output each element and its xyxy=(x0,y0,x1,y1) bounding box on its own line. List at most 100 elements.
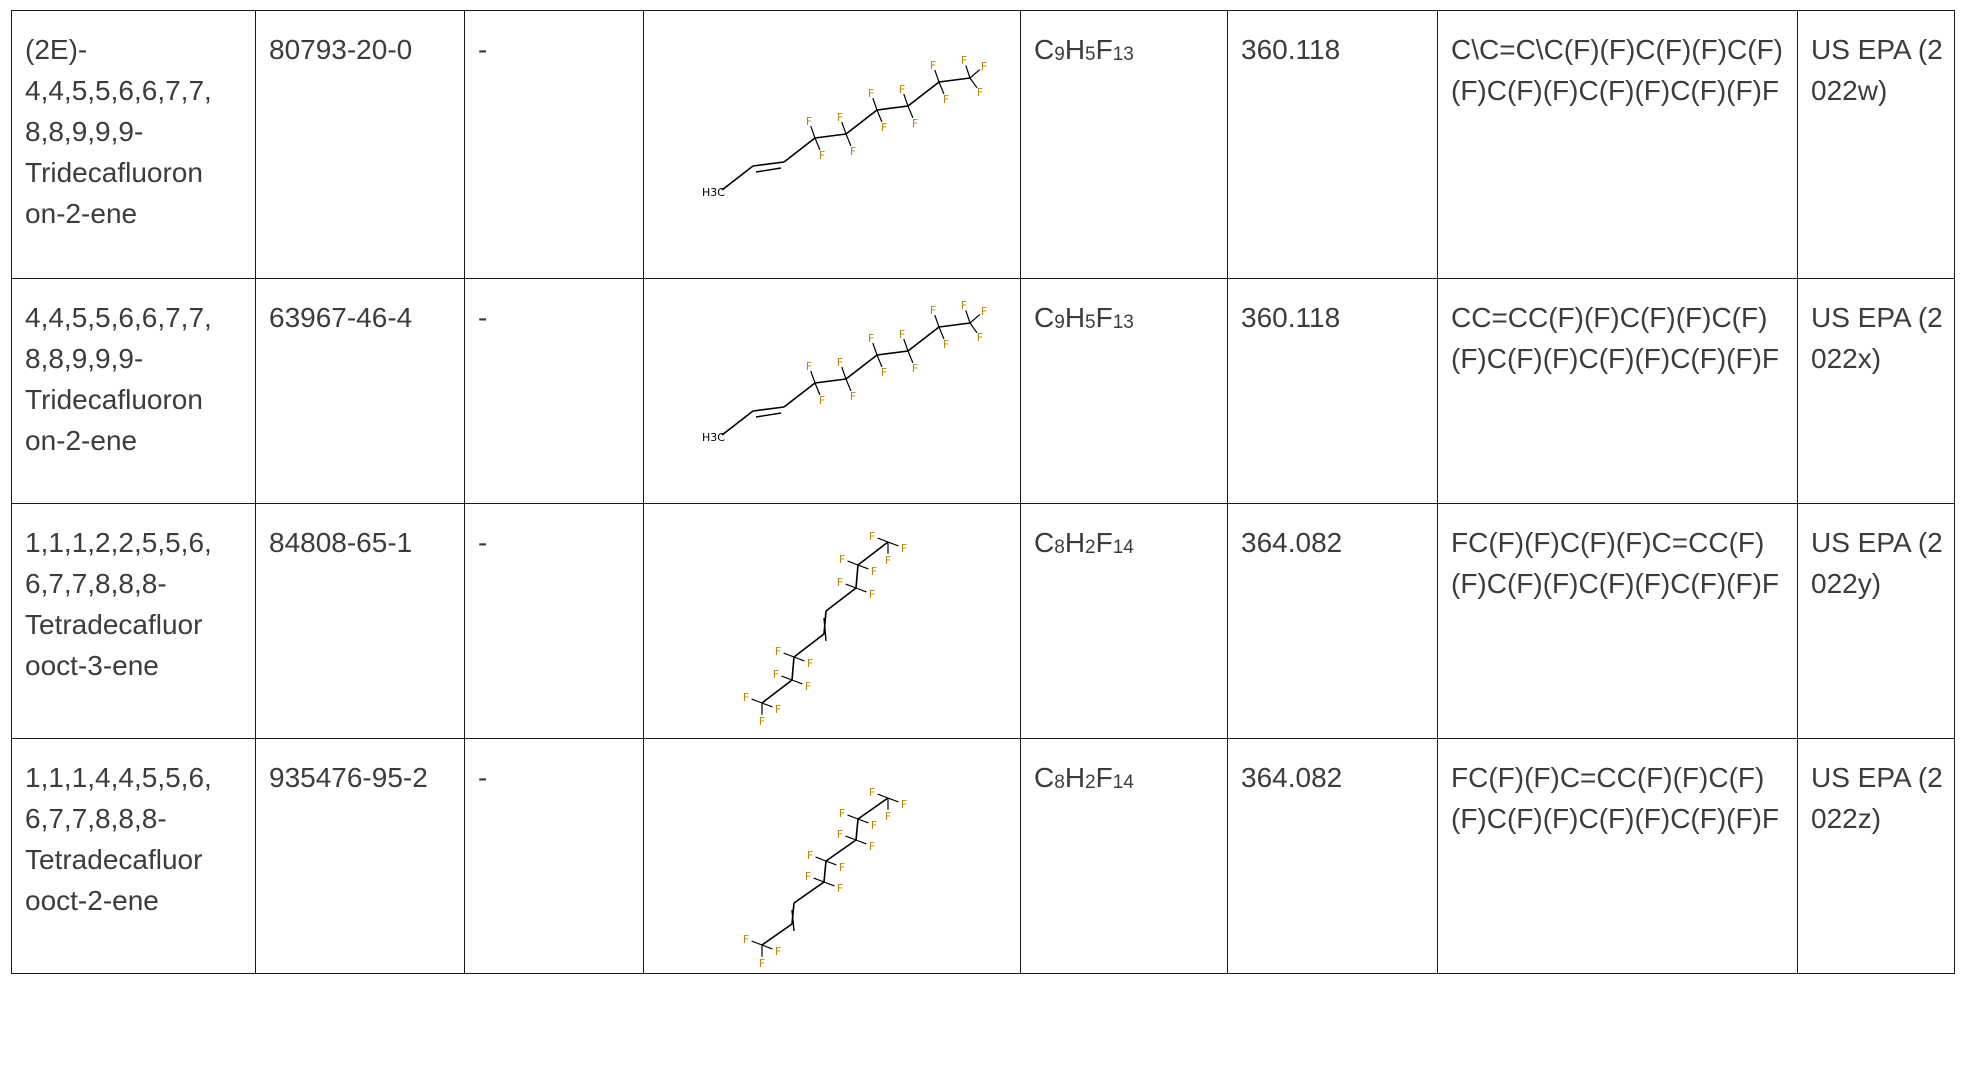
bond xyxy=(752,160,785,167)
chemical-name-line: 1,1,1,4,4,5,5,6, xyxy=(25,762,212,793)
molecular-weight-cell: 364.082 xyxy=(1227,503,1438,739)
chemical-name-line: (2E)- xyxy=(25,34,88,65)
formula-subscript: 8 xyxy=(1054,772,1065,793)
bond xyxy=(791,656,795,680)
fluorine-atom-label: F xyxy=(837,111,843,124)
bond xyxy=(845,835,857,841)
structure-cell: F F F F F F F F F F F F F H3C xyxy=(643,10,1021,279)
bond xyxy=(876,354,883,367)
fluorine-atom-label: F xyxy=(837,356,843,369)
bond xyxy=(814,132,847,139)
formula-element: C xyxy=(1034,34,1055,65)
bond xyxy=(877,537,889,543)
source-cell: US EPA (2022x) xyxy=(1797,278,1955,504)
bond xyxy=(845,583,857,589)
bond xyxy=(845,133,852,146)
bond xyxy=(814,377,847,384)
bond xyxy=(825,859,837,865)
fluorine-atom-label: F xyxy=(881,121,887,134)
formula-cell: C8H2F14 xyxy=(1020,738,1228,974)
fluorine-atom-label: F xyxy=(981,60,987,73)
bond xyxy=(751,698,763,704)
fluorine-atom-label: F xyxy=(912,117,918,130)
bond xyxy=(845,353,878,380)
bond xyxy=(810,370,816,383)
chemical-name-line: 8,8,9,9,9- xyxy=(25,343,144,374)
fluorine-atom-label: F xyxy=(805,680,811,693)
chemical-name-line: 4,4,5,5,6,6,7,7, xyxy=(25,302,212,333)
chemical-name-line: Tetradecafluor xyxy=(25,844,203,875)
bond xyxy=(855,838,867,844)
formula-subscript: 8 xyxy=(1054,537,1065,558)
smiles-cell: FC(F)(F)C(F)(F)C=CC(F)(F)C(F)(F)C(F)(F)C… xyxy=(1437,503,1798,739)
chemical-name-line: on-2-ene xyxy=(25,425,138,456)
bond xyxy=(969,68,981,78)
formula-element: F xyxy=(1095,762,1113,793)
bond xyxy=(751,940,763,946)
fluorine-atom-label: F xyxy=(837,882,843,895)
bond xyxy=(847,560,859,566)
fluorine-atom-label: F xyxy=(839,553,845,566)
fluorine-atom-label: F xyxy=(806,115,812,128)
bond xyxy=(823,880,835,886)
chemical-name-cell: 4,4,5,5,6,6,7,7, 8,8,9,9,9- Tridecafluoron… xyxy=(11,278,256,504)
chemical-name-line: on-2-ene xyxy=(25,198,138,229)
fluorine-atom-label: F xyxy=(837,828,843,841)
chemical-name-cell: 1,1,1,2,2,5,5,6, 6,7,7,8,8,8- Tetradecaflu… xyxy=(11,503,256,739)
bond xyxy=(907,350,914,363)
bond xyxy=(877,793,889,799)
bond xyxy=(815,856,827,862)
bond xyxy=(761,678,793,704)
bond xyxy=(793,632,825,658)
cas-number-cell: 63967-46-4 xyxy=(255,278,465,504)
chemical-name-cell: 1,1,1,4,4,5,5,6, 6,7,7,8,8,8- Tetradecaflu… xyxy=(11,738,256,974)
smiles-cell: CC=CC(F)(F)C(F)(F)C(F)(F)C(F)(F)C(F)(F)C… xyxy=(1437,278,1798,504)
fluorine-atom-label: F xyxy=(871,565,877,578)
molecular-weight-cell: 360.118 xyxy=(1227,10,1438,279)
bond xyxy=(855,586,867,592)
bond xyxy=(813,877,825,883)
formula-subscript: 9 xyxy=(1054,312,1065,333)
chemical-name-line: 6,7,7,8,8,8- xyxy=(25,568,167,599)
smiles-cell: FC(F)(F)C=CC(F)(F)C(F)(F)C(F)(F)C(F)(F)C… xyxy=(1437,738,1798,974)
fluorine-atom-label: F xyxy=(775,945,781,958)
fluorine-atom-label: F xyxy=(869,840,875,853)
fluorine-atom-label: F xyxy=(819,149,825,162)
fluorine-atom-label: F xyxy=(837,576,843,589)
structure-cell: F F F F F F F F F F F F F H3C xyxy=(643,278,1021,504)
formula-element: F xyxy=(1095,34,1113,65)
formula-element: C xyxy=(1034,527,1055,558)
bond xyxy=(876,109,883,122)
fluorine-atom-label: F xyxy=(943,93,949,106)
formula-subscript: 2 xyxy=(1085,772,1096,793)
fluorine-atom-label: F xyxy=(850,145,856,158)
bond xyxy=(876,104,909,111)
bond xyxy=(907,80,940,107)
fluorine-atom-label: F xyxy=(930,304,936,317)
bond xyxy=(847,814,859,820)
bond xyxy=(876,349,909,356)
fluorine-atom-label: F xyxy=(839,807,845,820)
fluorine-atom-label: F xyxy=(943,338,949,351)
fluorine-atom-label: F xyxy=(759,715,765,728)
bond xyxy=(969,77,978,88)
chemical-name-line: ooct-2-ene xyxy=(25,885,159,916)
bond xyxy=(903,93,909,106)
fluorine-atom-label: F xyxy=(806,360,812,373)
cas-number-cell: 84808-65-1 xyxy=(255,503,465,739)
bond xyxy=(783,381,816,408)
bond xyxy=(938,81,945,94)
methyl-label: H3C xyxy=(702,186,725,199)
bond xyxy=(783,136,816,163)
formula-cell: C9H5F13 xyxy=(1020,278,1228,504)
bond xyxy=(857,796,889,820)
bond xyxy=(793,880,825,904)
formula-element: C xyxy=(1034,762,1055,793)
formula-element: H xyxy=(1064,762,1086,793)
chemical-name-line: ooct-3-ene xyxy=(25,650,159,681)
bond xyxy=(783,652,795,658)
bond xyxy=(969,322,978,333)
formula-subscript: 5 xyxy=(1085,44,1096,65)
fluorine-atom-label: F xyxy=(871,819,877,832)
